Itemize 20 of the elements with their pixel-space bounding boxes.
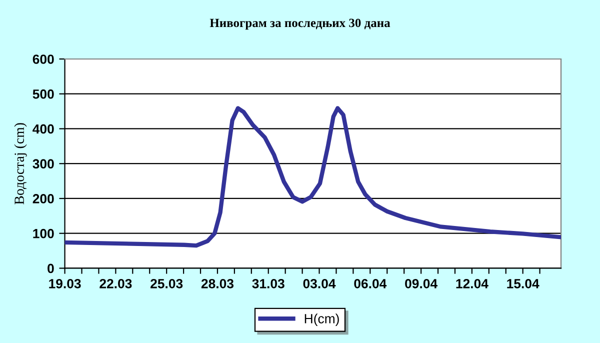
x-tick-label: 22.03 — [100, 278, 132, 288]
y-tick-label: 600 — [32, 54, 54, 64]
y-axis-title: Водостај (cm) — [14, 123, 27, 204]
legend-label: H(cm) — [304, 314, 339, 326]
x-tick-label: 31.03 — [252, 278, 284, 288]
x-tick-label: 28.03 — [201, 278, 234, 288]
y-tick-label: 300 — [32, 159, 54, 169]
x-tick-label: 12.04 — [456, 278, 488, 288]
x-tick-label: 09.04 — [405, 278, 438, 288]
x-tick-label: 25.03 — [150, 278, 183, 288]
y-tick-label: 0 — [48, 264, 54, 274]
x-tick-label: 03.04 — [303, 278, 336, 288]
y-tick-label: 100 — [33, 228, 54, 238]
x-tick-label: 19.03 — [49, 278, 81, 288]
chart-title: Нивограм за последњих 30 дана — [210, 18, 390, 30]
y-tick-label: 200 — [32, 194, 54, 204]
x-tick-label: 15.04 — [507, 278, 540, 288]
y-tick-label: 400 — [32, 124, 54, 134]
y-tick-label: 500 — [32, 89, 54, 99]
x-tick-label: 06.04 — [354, 278, 387, 288]
